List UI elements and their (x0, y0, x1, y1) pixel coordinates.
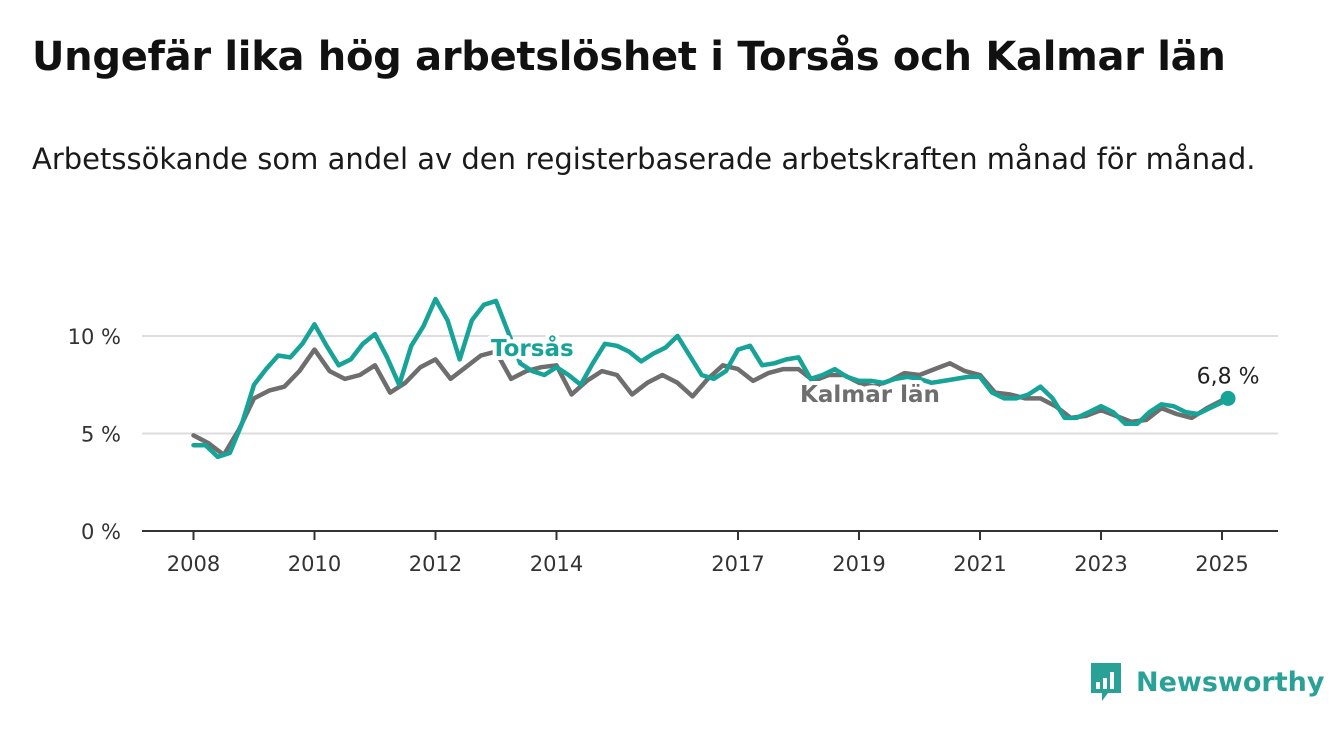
x-tick-label: 2008 (167, 552, 220, 576)
series-label-torsas-halo: Torsås (491, 335, 574, 362)
gridlines (142, 335, 1278, 435)
chart-subtitle: Arbetssökande som andel av den registerb… (32, 142, 1256, 176)
brand-name: Newsworthy (1136, 666, 1325, 698)
series-label-kalmar-lan: Kalmar län (800, 382, 940, 408)
x-tick-label: 2010 (288, 552, 341, 576)
series-lines (191, 296, 1231, 460)
x-tick-label: 2023 (1074, 552, 1127, 576)
series-line-torsas (191, 296, 1231, 460)
x-tick-label: 2019 (832, 552, 885, 576)
x-tick-label: 2025 (1195, 552, 1248, 576)
end-value-label: 6,8 % (1197, 364, 1260, 389)
x-tick-label: 2014 (530, 552, 583, 576)
chart-title: Ungefär lika hög arbetslöshet i Torsås o… (32, 34, 1226, 80)
x-tick-label: 2021 (953, 552, 1006, 576)
y-tick-label: 10 % (68, 325, 121, 349)
series-label-kalmar-lan-halo: Kalmar län (800, 382, 940, 408)
axes: 0 % 5 % 10 % 2008 2010 2012 2014 2017 2019 2021 20… (68, 325, 1278, 576)
y-tick-label: 5 % (81, 423, 121, 447)
end-point-marker (1220, 390, 1236, 406)
series-label-torsas: Torsås (491, 335, 574, 362)
x-tick-label: 2017 (711, 552, 764, 576)
y-tick-label: 0 % (81, 520, 121, 544)
series-line-kalmar-lan (191, 347, 1231, 458)
newsworthy-logo: Newsworthy (1088, 660, 1324, 704)
x-tick-label: 2012 (409, 552, 462, 576)
bar-chart-logo-icon (1091, 663, 1121, 701)
